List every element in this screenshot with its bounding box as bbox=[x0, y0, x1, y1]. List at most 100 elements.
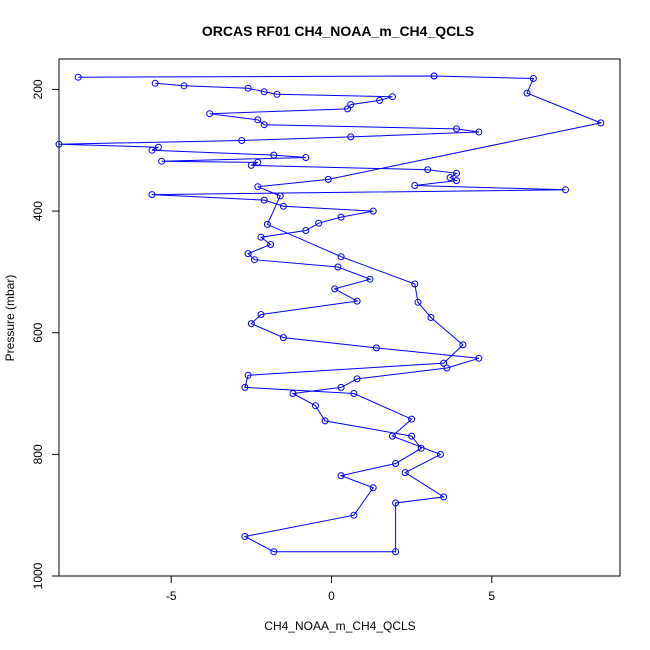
data-point bbox=[324, 175, 332, 183]
y-tick-label: 400 bbox=[31, 201, 45, 221]
y-tick-label: 600 bbox=[31, 322, 45, 342]
data-point bbox=[411, 182, 419, 189]
data-point bbox=[273, 90, 281, 98]
data-point bbox=[446, 174, 454, 182]
data-point bbox=[414, 298, 422, 306]
plot-frame bbox=[58, 58, 621, 577]
data-point bbox=[372, 344, 380, 352]
data-point bbox=[369, 484, 377, 492]
data-point bbox=[353, 297, 361, 305]
data-point bbox=[392, 548, 400, 556]
data-point bbox=[267, 241, 275, 248]
data-point bbox=[337, 253, 345, 261]
data-point bbox=[244, 371, 252, 379]
data-point bbox=[350, 511, 358, 519]
data-point bbox=[302, 154, 310, 161]
data-point bbox=[475, 128, 483, 136]
data-point bbox=[321, 417, 329, 425]
data-point bbox=[376, 96, 384, 104]
data-point bbox=[279, 334, 287, 342]
data-point bbox=[440, 359, 448, 367]
data-point bbox=[257, 233, 265, 241]
data-point bbox=[270, 548, 278, 556]
data-point bbox=[529, 75, 537, 82]
data-point bbox=[392, 460, 400, 467]
data-point bbox=[408, 432, 416, 440]
data-point bbox=[369, 207, 377, 215]
data-point bbox=[241, 533, 249, 540]
data-point bbox=[337, 213, 345, 221]
data-point bbox=[254, 183, 262, 191]
data-point bbox=[247, 320, 255, 328]
data-point bbox=[241, 383, 249, 391]
data-point bbox=[453, 169, 460, 177]
data-point bbox=[289, 390, 297, 397]
data-point bbox=[353, 375, 361, 383]
data-point bbox=[260, 88, 268, 96]
data-point bbox=[366, 275, 374, 283]
y-axis: 200 400 600 800 1000 bbox=[31, 79, 59, 589]
x-axis: -5 0 5 bbox=[166, 576, 495, 603]
data-point bbox=[443, 364, 451, 372]
x-axis-label: CH4_NOAA_m_CH4_QCLS bbox=[264, 619, 415, 633]
y-tick-label: 1000 bbox=[31, 562, 45, 589]
data-point bbox=[347, 133, 355, 141]
x-tick-label: 0 bbox=[328, 589, 335, 603]
y-tick-label: 200 bbox=[31, 79, 45, 99]
data-point bbox=[392, 499, 400, 507]
data-point bbox=[417, 444, 425, 452]
data-point bbox=[260, 196, 268, 204]
data-point bbox=[254, 158, 262, 166]
data-point bbox=[270, 151, 278, 159]
series-layer bbox=[55, 72, 605, 556]
data-point bbox=[151, 79, 159, 87]
data-point bbox=[276, 192, 284, 200]
data-point bbox=[597, 119, 605, 127]
data-point bbox=[251, 256, 258, 264]
data-point bbox=[158, 157, 166, 165]
data-point bbox=[388, 432, 396, 440]
data-point bbox=[350, 390, 358, 397]
data-point bbox=[337, 383, 345, 391]
data-point bbox=[180, 82, 188, 90]
x-tick-label: 5 bbox=[488, 589, 495, 603]
data-point bbox=[254, 116, 262, 124]
data-point bbox=[475, 354, 483, 362]
series-line bbox=[58, 75, 603, 553]
data-point bbox=[247, 161, 255, 169]
data-point bbox=[523, 89, 531, 97]
data-point bbox=[55, 140, 63, 148]
data-point bbox=[334, 263, 342, 271]
data-point bbox=[388, 93, 396, 101]
data-point bbox=[331, 285, 339, 293]
data-point bbox=[238, 137, 246, 144]
data-point bbox=[244, 250, 252, 258]
data-point bbox=[148, 146, 156, 154]
data-point bbox=[459, 341, 467, 349]
data-point bbox=[257, 311, 265, 318]
y-axis-label: Pressure (mbar) bbox=[3, 275, 17, 362]
data-point bbox=[424, 166, 432, 174]
data-point bbox=[408, 415, 416, 423]
data-point bbox=[437, 450, 444, 458]
data-point bbox=[148, 191, 156, 199]
data-point bbox=[453, 177, 460, 185]
data-point bbox=[427, 314, 435, 321]
data-point bbox=[279, 202, 287, 210]
x-tick-label: -5 bbox=[166, 589, 177, 603]
data-point bbox=[401, 469, 409, 477]
data-point bbox=[347, 101, 355, 109]
data-point bbox=[337, 472, 345, 480]
data-point bbox=[206, 110, 214, 118]
data-point bbox=[260, 121, 268, 129]
y-tick-label: 800 bbox=[31, 444, 45, 464]
data-point bbox=[154, 143, 162, 151]
data-point bbox=[263, 220, 271, 228]
data-point bbox=[315, 219, 323, 227]
data-point bbox=[562, 186, 569, 194]
data-point bbox=[244, 84, 252, 92]
data-point bbox=[411, 280, 419, 288]
data-point bbox=[453, 125, 460, 133]
data-point bbox=[440, 493, 448, 501]
